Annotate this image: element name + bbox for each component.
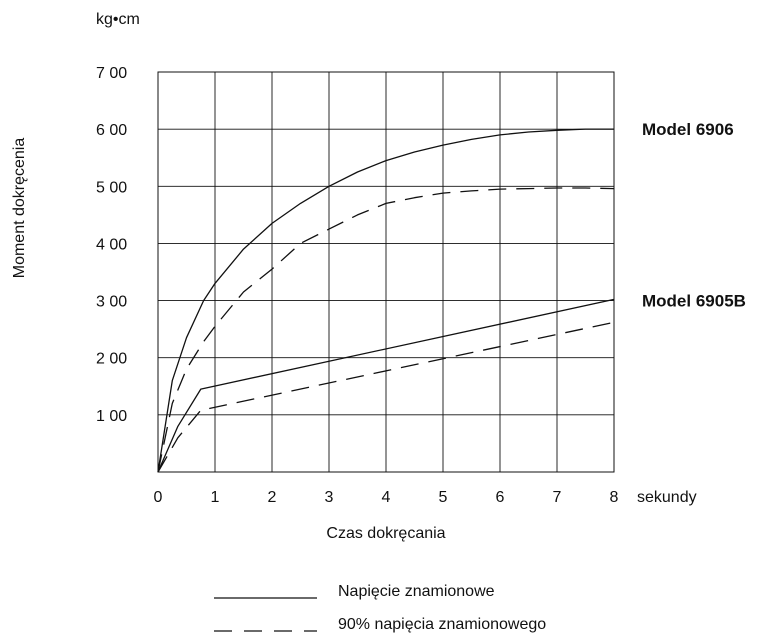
- legend: Napięcie znamionowe 90% napięcia znamion…: [214, 583, 546, 633]
- y-tick-label: 7 00: [96, 65, 127, 82]
- x-tick-label: 6: [496, 489, 505, 506]
- y-tick-label: 3 00: [96, 294, 127, 311]
- grid: [158, 72, 614, 472]
- x-tick-label: 8: [610, 489, 619, 506]
- x-tick-label: 1: [211, 489, 220, 506]
- x-unit-label: sekundy: [637, 489, 697, 506]
- x-tick-label: 0: [154, 489, 163, 506]
- x-tick-labels: 0 1 2 3 4 5 6 7 8: [154, 489, 619, 506]
- legend-label-90-percent-voltage: 90% napięcia znamionowego: [338, 616, 546, 633]
- x-tick-label: 2: [268, 489, 277, 506]
- y-unit-label: kg•cm: [96, 11, 140, 28]
- x-tick-label: 3: [325, 489, 334, 506]
- series-line-1-dashed: [157, 187, 615, 473]
- series-line-0-solid: [157, 128, 614, 473]
- x-tick-label: 5: [439, 489, 448, 506]
- model-6906-label: Model 6906: [642, 120, 734, 139]
- x-axis-label: Czas dokręcania: [326, 525, 445, 542]
- y-tick-label: 4 00: [96, 236, 127, 253]
- series-line-3-dashed: [157, 321, 615, 473]
- x-tick-label: 4: [382, 489, 391, 506]
- plot-frame: [157, 71, 615, 473]
- y-tick-labels: 1 00 2 00 3 00 4 00 5 00 6 00 7 00: [96, 65, 127, 425]
- model-6905b-label: Model 6905B: [642, 292, 746, 311]
- y-axis-label: Moment dokręcenia: [11, 138, 28, 279]
- legend-label-rated-voltage: Napięcie znamionowe: [338, 583, 495, 600]
- y-tick-label: 2 00: [96, 351, 127, 368]
- series-lines: [157, 128, 615, 473]
- series-line-2-solid: [157, 298, 615, 473]
- y-tick-label: 5 00: [96, 179, 127, 196]
- x-tick-label: 7: [553, 489, 562, 506]
- y-tick-label: 6 00: [96, 122, 127, 139]
- y-tick-label: 1 00: [96, 408, 127, 425]
